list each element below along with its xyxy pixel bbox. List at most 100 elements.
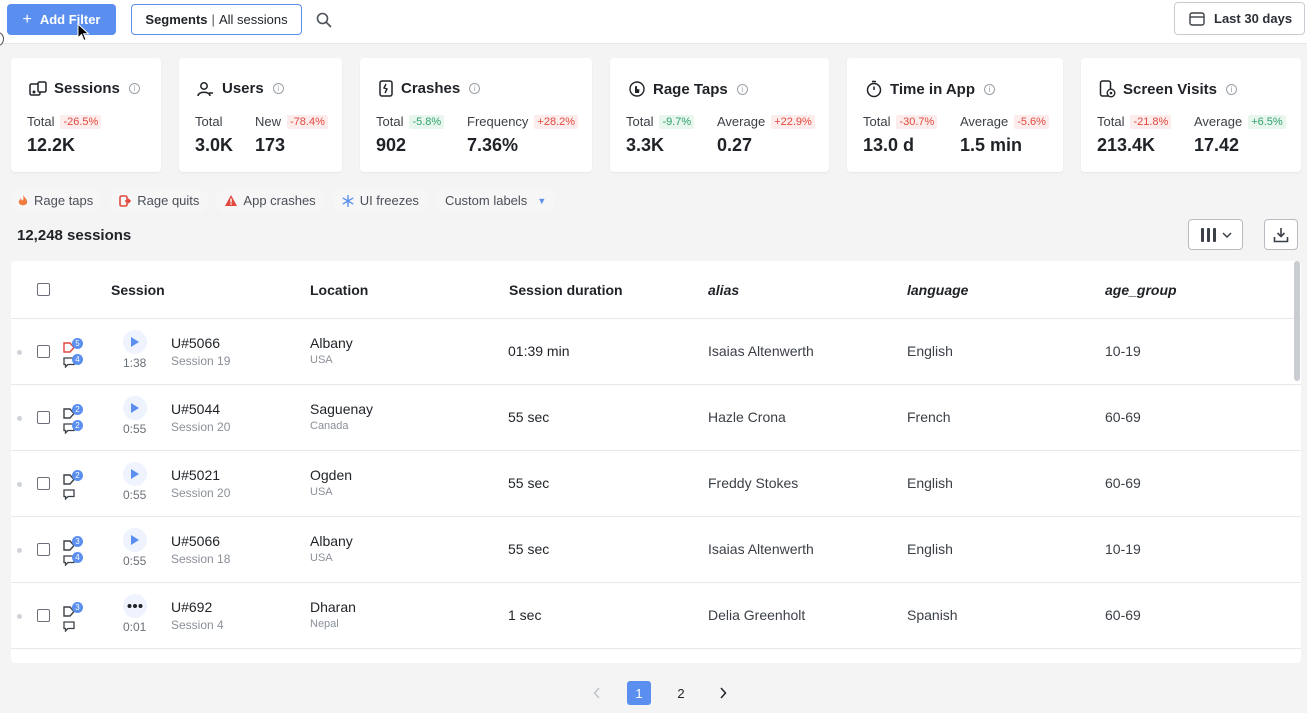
session-number: Session 18 bbox=[171, 552, 231, 566]
next-page-icon[interactable] bbox=[711, 681, 735, 705]
table-row[interactable]: 2 2 0:55 U#5044 Session 20 Saguenay Canada 55 s… bbox=[11, 385, 1301, 451]
row-checkbox[interactable] bbox=[37, 477, 50, 490]
chip-custom-labels[interactable]: Custom labels ▼ bbox=[435, 188, 556, 213]
card-title: Time in App bbox=[890, 80, 976, 98]
row-checkbox[interactable] bbox=[37, 411, 50, 424]
comment-icon bbox=[63, 621, 75, 632]
select-all-checkbox[interactable] bbox=[37, 283, 50, 296]
table-scrollbar[interactable] bbox=[1294, 261, 1300, 381]
metric-delta: -5.6% bbox=[1014, 114, 1049, 129]
user-id-link[interactable]: U#5066 bbox=[171, 335, 221, 351]
metric-delta: -30.7% bbox=[896, 114, 938, 129]
table-row[interactable]: 2 0:55 U#5021 Session 20 Ogden USA 55 sec Fredd… bbox=[11, 451, 1301, 517]
table-row[interactable]: 5 4 1:38 U#5066 Session 19 Albany USA 01:39 min… bbox=[11, 319, 1301, 385]
chip-rage-taps[interactable]: Rage taps bbox=[9, 188, 103, 213]
card-sessions[interactable]: Sessions i Total -26.5% 12.2K bbox=[11, 58, 161, 172]
location-country: USA bbox=[310, 354, 333, 366]
card-rage-taps[interactable]: Rage Taps i Total -9.7% 3.3K Average +22.9… bbox=[610, 58, 829, 172]
segments-label: Segments bbox=[145, 12, 208, 27]
user-id-link[interactable]: U#692 bbox=[171, 599, 213, 615]
location-city: Albany bbox=[310, 335, 353, 351]
play-icon[interactable] bbox=[123, 330, 147, 354]
card-crashes[interactable]: Crashes i Total -5.8% 902 Frequency +28.2%… bbox=[360, 58, 592, 172]
summary-cards: Sessions i Total -26.5% 12.2K Users i Tot… bbox=[11, 58, 1301, 172]
segments-button[interactable]: Segments | All sessions bbox=[131, 4, 302, 35]
add-filter-button[interactable]: + Add Filter bbox=[7, 4, 116, 35]
loading-icon[interactable] bbox=[123, 594, 147, 618]
session-number: Session 4 bbox=[171, 618, 224, 632]
row-checkbox[interactable] bbox=[37, 543, 50, 556]
info-icon[interactable]: i bbox=[128, 83, 140, 94]
download-button[interactable] bbox=[1264, 219, 1298, 250]
metric-label: Total bbox=[27, 114, 55, 129]
chevron-down-icon bbox=[1221, 231, 1232, 238]
date-range-label: Last 30 days bbox=[1214, 11, 1293, 26]
chip-rage-quits[interactable]: Rage quits bbox=[110, 188, 209, 213]
age-group-cell: 60-69 bbox=[1105, 607, 1141, 623]
metric-label: Total bbox=[626, 114, 654, 129]
scroll-indicator bbox=[0, 32, 4, 46]
user-id-link[interactable]: U#5021 bbox=[171, 467, 221, 483]
info-icon[interactable]: i bbox=[272, 83, 284, 94]
location-city: Ogden bbox=[310, 467, 353, 483]
info-icon[interactable]: i bbox=[984, 83, 996, 95]
language-cell: Spanish bbox=[907, 607, 958, 623]
alias-cell: Hazle Crona bbox=[708, 409, 786, 425]
prev-page-icon[interactable] bbox=[585, 681, 609, 705]
column-header-location[interactable]: Location bbox=[310, 282, 369, 298]
metric-delta: +28.2% bbox=[534, 114, 579, 129]
search-icon[interactable] bbox=[315, 11, 333, 29]
session-count: 12,248 sessions bbox=[17, 227, 132, 244]
card-title: Crashes bbox=[401, 80, 461, 97]
metric-value: 1.5 min bbox=[960, 135, 1023, 155]
play-icon[interactable] bbox=[123, 396, 147, 420]
table-header: Session Location Session duration alias … bbox=[11, 261, 1301, 319]
metric-label: Average bbox=[1194, 114, 1243, 129]
user-id-link[interactable]: U#5066 bbox=[171, 533, 221, 549]
card-title: Users bbox=[222, 80, 264, 97]
table-row[interactable]: 3 4 0:55 U#5066 Session 18 Albany USA 55 sec Isa… bbox=[11, 517, 1301, 583]
play-icon[interactable] bbox=[123, 528, 147, 552]
comment-count-badge: 2 bbox=[72, 420, 83, 431]
tag-icon bbox=[63, 474, 75, 485]
row-checkbox[interactable] bbox=[37, 609, 50, 622]
column-header-alias[interactable]: alias bbox=[708, 282, 740, 298]
column-header-language[interactable]: language bbox=[907, 282, 969, 298]
card-screen-visits[interactable]: Screen Visits i Total -21.8% 213.4K Avera… bbox=[1081, 58, 1301, 172]
column-header-duration[interactable]: Session duration bbox=[509, 282, 623, 298]
column-settings-button[interactable] bbox=[1188, 219, 1243, 250]
play-icon[interactable] bbox=[123, 462, 147, 486]
user-id-link[interactable]: U#5044 bbox=[171, 401, 221, 417]
card-header: Rage Taps i bbox=[628, 80, 748, 98]
page-button[interactable]: 2 bbox=[677, 685, 685, 701]
page-button[interactable]: 1 bbox=[627, 681, 651, 705]
metric-value: 213.4K bbox=[1097, 135, 1156, 155]
alias-cell: Delia Greenholt bbox=[708, 607, 806, 623]
table-row[interactable]: 3 0:01 U#692 Session 4 Dharan Nepal 1 sec Delia… bbox=[11, 583, 1301, 649]
date-range-button[interactable]: Last 30 days bbox=[1174, 2, 1305, 35]
calendar-icon bbox=[1189, 12, 1205, 26]
metric-average: Average +6.5% 17.42 bbox=[1194, 114, 1286, 156]
chip-ui-freezes[interactable]: UI freezes bbox=[332, 188, 428, 213]
age-group-cell: 60-69 bbox=[1105, 475, 1141, 491]
metric-value: 902 bbox=[376, 135, 407, 155]
tag-icon bbox=[63, 540, 75, 551]
metric-value: 7.36% bbox=[467, 135, 519, 155]
tag-count-badge: 3 bbox=[72, 536, 83, 547]
users-icon bbox=[197, 81, 213, 96]
location-city: Albany bbox=[310, 533, 353, 549]
metric-label: Frequency bbox=[467, 114, 529, 129]
metric-total: Total -5.8% 902 bbox=[376, 114, 445, 156]
column-header-age-group[interactable]: age_group bbox=[1105, 282, 1177, 298]
chip-app-crashes[interactable]: App crashes bbox=[216, 188, 325, 213]
row-checkbox[interactable] bbox=[37, 345, 50, 358]
location-country: USA bbox=[310, 552, 333, 564]
card-time-in-app[interactable]: Time in App i Total -30.7% 13.0 d Average… bbox=[847, 58, 1063, 172]
column-header-session[interactable]: Session bbox=[111, 282, 165, 298]
card-users[interactable]: Users i Total 3.0K New -78.4% 173 bbox=[179, 58, 342, 172]
info-icon[interactable]: i bbox=[736, 83, 748, 95]
info-icon[interactable]: i bbox=[1225, 83, 1237, 95]
info-icon[interactable]: i bbox=[469, 83, 481, 94]
metric-value: 13.0 d bbox=[863, 135, 915, 155]
